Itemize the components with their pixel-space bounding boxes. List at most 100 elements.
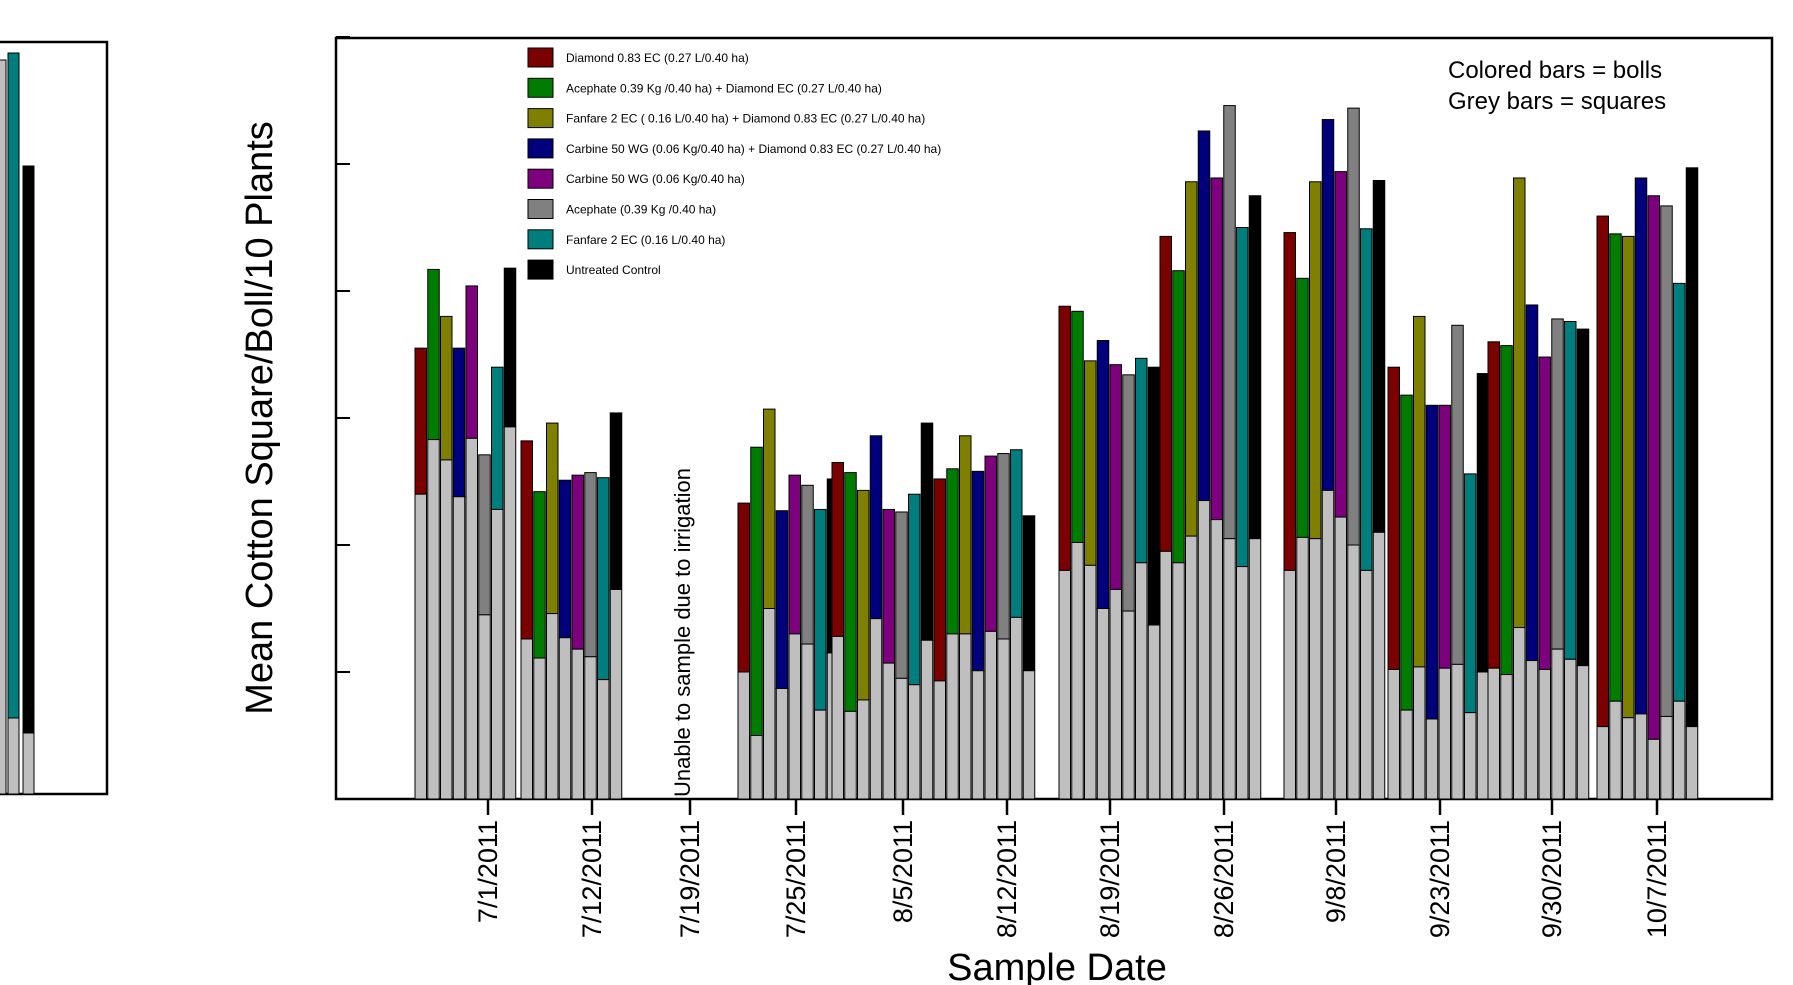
bar-squares bbox=[971, 670, 985, 800]
bar-squares bbox=[1248, 538, 1262, 800]
bar-bolls bbox=[1413, 315, 1426, 668]
bar-bolls bbox=[1372, 180, 1386, 533]
bar-bolls bbox=[1309, 181, 1322, 540]
bar-bolls bbox=[520, 440, 533, 640]
bar-squares bbox=[1071, 541, 1084, 800]
bar-squares bbox=[1576, 665, 1590, 800]
bar-bolls bbox=[844, 472, 857, 712]
legend-swatch bbox=[527, 199, 554, 219]
bar-squares bbox=[882, 662, 895, 800]
bar-squares bbox=[857, 699, 870, 800]
legend: Diamond 0.83 EC (0.27 L/0.40 ha) Acephate… bbox=[527, 47, 941, 280]
bar-bolls bbox=[558, 479, 572, 639]
bar-squares bbox=[1334, 516, 1347, 800]
left-chart-fragment bbox=[0, 40, 109, 796]
bar-squares bbox=[984, 630, 997, 800]
legend-swatch bbox=[527, 229, 554, 250]
left-bar-teal-squares bbox=[7, 717, 20, 795]
bar-bolls bbox=[1058, 305, 1071, 571]
bar-squares bbox=[1147, 624, 1161, 800]
bar-squares bbox=[869, 618, 883, 800]
y-axis-title: Mean Cotton Square/Boll/10 Plants bbox=[239, 121, 281, 715]
bar-bolls bbox=[946, 468, 959, 635]
bar-squares bbox=[763, 608, 776, 800]
legend-swatch bbox=[527, 259, 554, 280]
bar-squares bbox=[1487, 667, 1500, 800]
x-tick-label: 9/23/2011 bbox=[1425, 820, 1455, 938]
bar-bolls bbox=[1109, 364, 1122, 590]
bar-squares bbox=[1387, 668, 1400, 800]
bar-bolls bbox=[1084, 360, 1097, 566]
bar-bolls bbox=[1525, 304, 1539, 662]
bar-squares bbox=[1464, 712, 1477, 800]
bar-squares bbox=[1622, 717, 1635, 800]
bar-squares bbox=[920, 639, 934, 800]
bar-squares bbox=[844, 710, 857, 800]
bar-squares bbox=[533, 657, 546, 800]
bar-squares bbox=[478, 614, 491, 800]
legend-swatch bbox=[527, 77, 554, 98]
bar-squares bbox=[1084, 564, 1097, 800]
bar-squares bbox=[1360, 569, 1373, 800]
legend-swatch bbox=[527, 47, 554, 68]
bar-squares bbox=[546, 613, 559, 800]
bar-squares bbox=[452, 496, 466, 800]
bar-squares bbox=[520, 638, 533, 800]
bar-bolls bbox=[414, 347, 427, 495]
bar-squares bbox=[814, 709, 827, 800]
bar-squares bbox=[584, 656, 597, 800]
annotation-squares: Grey bars = squares bbox=[1448, 88, 1666, 115]
x-tick-label: 8/5/2011 bbox=[888, 820, 918, 923]
bar-bolls bbox=[857, 489, 870, 701]
bar-squares bbox=[491, 508, 504, 800]
bar-squares bbox=[1451, 663, 1464, 800]
bar-squares bbox=[1413, 666, 1426, 800]
bar-bolls bbox=[584, 472, 597, 658]
bar-squares bbox=[609, 588, 623, 800]
bar-bolls bbox=[1172, 270, 1185, 564]
bar-bolls bbox=[1660, 205, 1673, 717]
bar-bolls bbox=[1223, 105, 1236, 540]
bar-bolls bbox=[427, 268, 440, 441]
bar-squares bbox=[1500, 674, 1513, 800]
x-tick-label: 7/12/2011 bbox=[577, 820, 607, 938]
gap-note: Unable to sample due to irrigation bbox=[670, 468, 695, 797]
bar-bolls bbox=[882, 508, 895, 664]
legend-label: Carbine 50 WG (0.06 Kg/0.40 ha) bbox=[566, 172, 745, 186]
left-bar-black-squares bbox=[22, 732, 35, 795]
bar-bolls bbox=[609, 412, 623, 590]
bar-bolls bbox=[1596, 215, 1609, 728]
bar-squares bbox=[1022, 670, 1036, 800]
bar-bolls bbox=[1551, 318, 1564, 650]
bar-squares bbox=[1438, 667, 1451, 800]
legend-label: Acephate (0.39 Kg /0.40 ha) bbox=[566, 203, 716, 217]
bar-squares bbox=[1609, 700, 1622, 800]
bar-bolls bbox=[571, 474, 584, 650]
bar-bolls bbox=[984, 455, 997, 632]
bar-bolls bbox=[1609, 233, 1622, 702]
bar-squares bbox=[775, 688, 789, 800]
bar-bolls bbox=[1438, 404, 1451, 669]
bar-bolls bbox=[895, 511, 908, 679]
x-tick-label: 9/30/2011 bbox=[1537, 820, 1567, 938]
legend-swatch bbox=[527, 108, 554, 129]
bar-bolls bbox=[465, 285, 478, 439]
bar-bolls bbox=[1464, 473, 1477, 714]
legend-label: Fanfare 2 EC (0.16 L/0.40 ha) bbox=[566, 233, 725, 247]
bar-squares bbox=[1122, 610, 1135, 800]
bar-squares bbox=[959, 633, 972, 800]
bar-bolls bbox=[920, 422, 934, 641]
bar-squares bbox=[831, 635, 844, 800]
legend-label: Acephate 0.39 Kg /0.40 ha) + Diamond EC … bbox=[566, 81, 882, 95]
bar-bolls bbox=[491, 366, 504, 510]
bar-bolls bbox=[1685, 167, 1699, 728]
bar-squares bbox=[1525, 660, 1539, 800]
legend-label: Diamond 0.83 EC (0.27 L/0.40 ha) bbox=[566, 51, 749, 65]
bar-squares bbox=[1476, 671, 1490, 800]
bar-bolls bbox=[1296, 277, 1309, 538]
bar-bolls bbox=[1283, 232, 1296, 571]
bar-squares bbox=[895, 677, 908, 800]
bar-bolls bbox=[1476, 373, 1490, 673]
x-tick-label: 9/8/2011 bbox=[1321, 820, 1351, 923]
bar-bolls bbox=[1347, 107, 1360, 546]
